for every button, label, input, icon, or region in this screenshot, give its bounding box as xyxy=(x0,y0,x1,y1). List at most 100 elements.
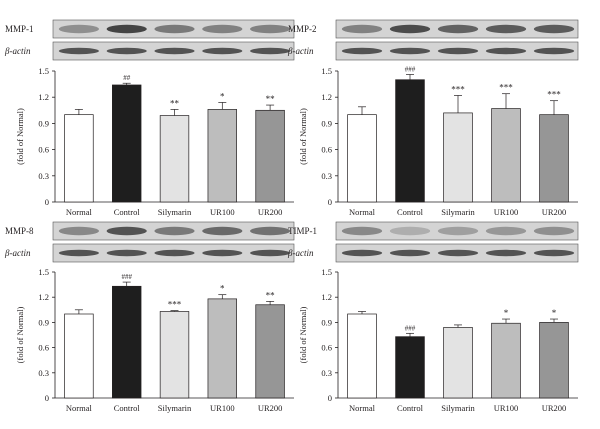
bar-ur200 xyxy=(255,304,285,399)
y-tick-label: 0.6 xyxy=(38,343,49,353)
x-tick-label: UR100 xyxy=(210,403,235,413)
target-blot-band xyxy=(485,24,527,34)
y-tick-label: 0.3 xyxy=(38,368,49,378)
x-tick-label: UR200 xyxy=(542,207,567,217)
chart-panel-timp-1: TIMP-1 β-actin 0 0.3 0.6 0.9 1.2 1.5 (fold of No… xyxy=(287,221,579,413)
bar-control xyxy=(395,336,425,399)
target-blot-band xyxy=(202,24,243,34)
actin-blot-band xyxy=(485,47,527,55)
x-tick-label: Control xyxy=(114,207,141,217)
actin-blot-band xyxy=(341,249,383,257)
actin-blot-band xyxy=(437,249,479,257)
y-axis-label: (fold of Normal) xyxy=(15,108,25,165)
y-tick-label: 0.6 xyxy=(321,343,332,353)
chart-panel-mmp-1: MMP-1 β-actin 0 0.3 0.6 0.9 1.2 1.5 (fold of Nor… xyxy=(4,19,295,217)
significance-label: ### xyxy=(405,324,416,332)
target-blot-band xyxy=(106,226,147,236)
actin-blot-band xyxy=(154,47,195,55)
bar-silymarin xyxy=(159,115,190,203)
actin-blot-label: β-actin xyxy=(287,248,314,258)
y-tick-label: 0.9 xyxy=(38,317,49,327)
target-blot-band xyxy=(533,24,575,34)
x-tick-label: UR200 xyxy=(258,403,283,413)
actin-blot-band xyxy=(106,47,147,55)
bar-silymarin xyxy=(443,112,473,203)
y-tick-label: 1.5 xyxy=(38,267,49,277)
x-tick-label: UR200 xyxy=(258,207,283,217)
y-tick-label: 0.9 xyxy=(321,317,332,327)
target-blot-band xyxy=(341,24,383,34)
significance-label: *** xyxy=(499,83,513,93)
y-tick-label: 0.3 xyxy=(321,368,332,378)
actin-blot-band xyxy=(250,249,291,257)
y-tick-label: 0.9 xyxy=(321,118,332,128)
target-blot-band xyxy=(58,24,99,34)
actin-blot-label: β-actin xyxy=(4,248,31,258)
y-tick-label: 1.5 xyxy=(321,66,332,76)
y-tick-label: 0.6 xyxy=(38,145,49,155)
bar-normal xyxy=(64,114,94,203)
bar-silymarin xyxy=(159,311,190,399)
actin-blot-band xyxy=(154,249,195,257)
target-blot-label: MMP-2 xyxy=(288,24,317,34)
target-blot-band xyxy=(106,24,147,34)
x-tick-label: Normal xyxy=(349,403,376,413)
target-blot-band xyxy=(250,226,291,236)
actin-blot-band xyxy=(202,47,243,55)
bar-normal xyxy=(347,313,377,399)
x-tick-label: Control xyxy=(397,403,424,413)
chart-panel-mmp-8: MMP-8 β-actin 0 0.3 0.6 0.9 1.2 1.5 (fold of Nor… xyxy=(4,221,295,413)
target-blot-label: TIMP-1 xyxy=(288,226,317,236)
actin-blot-band xyxy=(202,249,243,257)
significance-label: *** xyxy=(547,90,561,100)
bar-ur100 xyxy=(491,322,521,399)
actin-blot-label: β-actin xyxy=(4,46,31,56)
y-tick-label: 0.3 xyxy=(38,171,49,181)
target-blot-strip xyxy=(335,221,579,241)
actin-blot-band xyxy=(341,47,383,55)
y-tick-label: 0 xyxy=(328,393,332,403)
significance-label: ** xyxy=(266,290,276,300)
target-blot-label: MMP-1 xyxy=(5,24,34,34)
significance-label: * xyxy=(220,91,225,101)
significance-label: ** xyxy=(266,94,276,104)
actin-blot-band xyxy=(533,47,575,55)
bar-control xyxy=(112,84,142,203)
y-tick-label: 0.9 xyxy=(38,118,49,128)
actin-blot-band xyxy=(106,249,147,257)
bar-ur200 xyxy=(539,322,569,399)
target-blot-band xyxy=(389,226,431,236)
actin-blot-band xyxy=(533,249,575,257)
bar-normal xyxy=(64,313,94,399)
actin-blot-band xyxy=(437,47,479,55)
x-tick-label: Normal xyxy=(66,207,93,217)
bar-control xyxy=(112,285,142,399)
y-tick-label: 0.6 xyxy=(321,145,332,155)
y-tick-label: 1.2 xyxy=(321,292,332,302)
x-tick-label: Silymarin xyxy=(441,207,475,217)
actin-blot-band xyxy=(485,249,527,257)
bar-silymarin xyxy=(443,327,473,399)
bar-ur100 xyxy=(207,109,237,203)
target-blot-band xyxy=(250,24,291,34)
target-blot-band xyxy=(202,226,243,236)
y-axis-label: (fold of Normal) xyxy=(298,307,308,364)
y-tick-label: 1.5 xyxy=(38,66,49,76)
y-tick-label: 1.2 xyxy=(321,92,332,102)
actin-blot-band xyxy=(389,249,431,257)
target-blot-band xyxy=(58,226,99,236)
target-blot-band xyxy=(341,226,383,236)
y-axis-label: (fold of Normal) xyxy=(15,307,25,364)
y-axis-label: (fold of Normal) xyxy=(298,108,308,165)
bar-control xyxy=(395,79,425,203)
actin-blot-band xyxy=(389,47,431,55)
target-blot-label: MMP-8 xyxy=(5,226,34,236)
y-tick-label: 0 xyxy=(328,197,332,207)
x-tick-label: UR200 xyxy=(542,403,567,413)
target-blot-band xyxy=(389,24,431,34)
target-blot-band xyxy=(485,226,527,236)
y-tick-label: 0 xyxy=(45,197,49,207)
bar-ur200 xyxy=(539,114,569,203)
x-tick-label: UR100 xyxy=(494,207,519,217)
